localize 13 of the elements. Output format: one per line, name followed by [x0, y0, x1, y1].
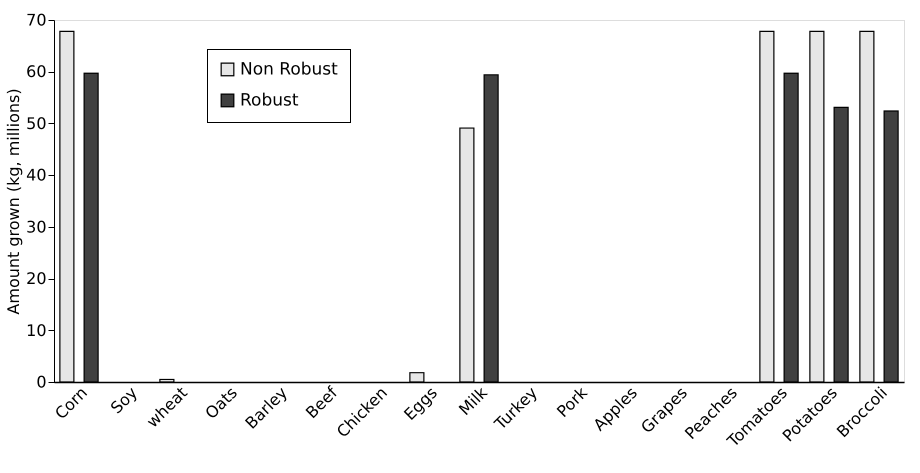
y-tick-label: 10	[26, 320, 46, 340]
y-tick-label: 50	[26, 114, 46, 133]
y-axis-title: Amount grown (kg, millions)	[4, 88, 24, 315]
legend-label: Robust	[240, 90, 299, 110]
y-tick-label: 40	[26, 166, 46, 185]
y-tick-label: 70	[26, 10, 46, 30]
y-tick-label: 0	[36, 372, 46, 392]
legend-label: Non Robust	[240, 59, 338, 80]
x-tick-label: Soy	[106, 383, 142, 418]
y-tick-label: 20	[26, 269, 46, 288]
x-tick-label: Milk	[454, 382, 492, 420]
y-tick-label: 60	[26, 62, 46, 82]
y-tick-label: 30	[26, 217, 46, 236]
